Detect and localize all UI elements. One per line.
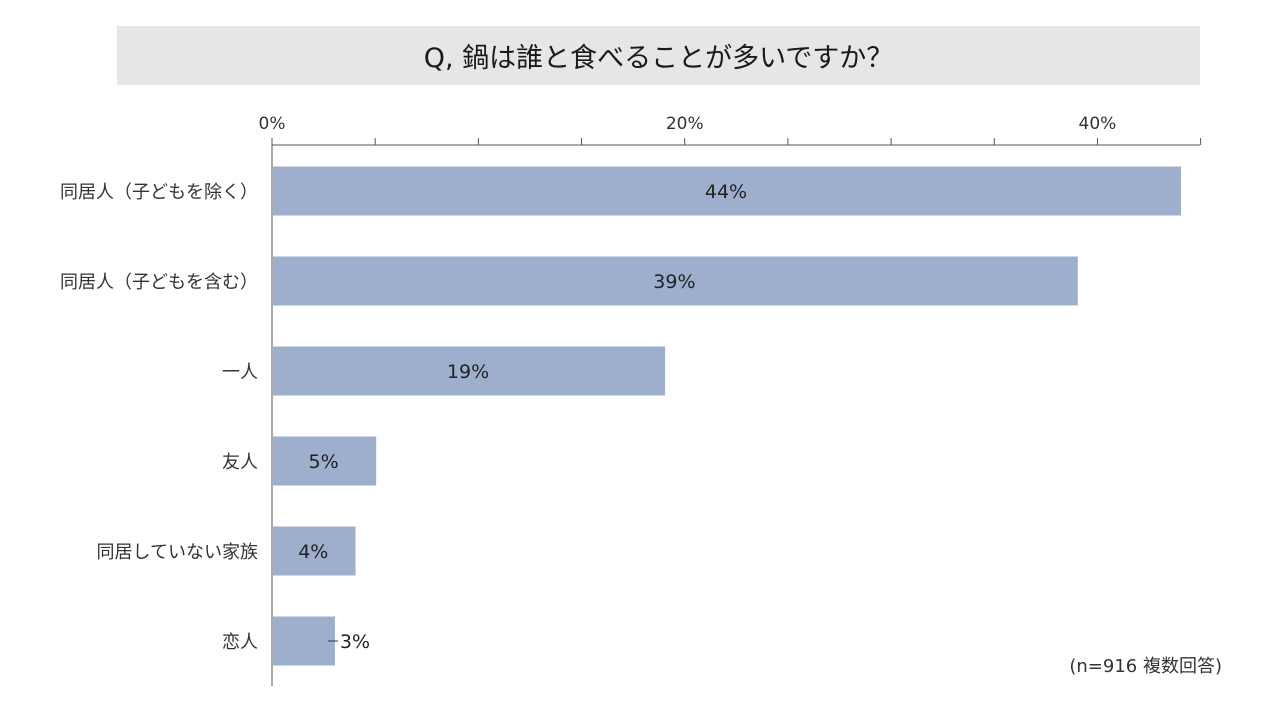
data-label: 19% xyxy=(447,361,489,383)
category-label: 同居人（子どもを除く） xyxy=(60,182,258,203)
data-label: 44% xyxy=(705,181,747,203)
bar xyxy=(273,346,666,396)
data-label: 4% xyxy=(298,541,328,563)
category-label: 同居していない家族 xyxy=(97,542,258,563)
data-label: 39% xyxy=(653,271,695,293)
data-label: 3% xyxy=(340,631,370,653)
category-label: 友人 xyxy=(222,452,258,473)
bar xyxy=(273,256,1078,306)
data-label: 5% xyxy=(309,451,339,473)
x-tick-label: 40% xyxy=(1079,114,1117,134)
category-label: 恋人 xyxy=(222,631,258,653)
chart-title: Q, 鍋は誰と食べることが多いですか？ xyxy=(423,43,894,74)
bar xyxy=(273,526,356,576)
category-label: 一人 xyxy=(222,362,258,383)
x-tick-label: 20% xyxy=(666,114,704,134)
chart-title-bar: Q, 鍋は誰と食べることが多いですか？ xyxy=(117,26,1200,85)
bar xyxy=(273,616,335,666)
category-label: 同居人（子どもを含む） xyxy=(60,272,258,293)
bar xyxy=(273,166,1181,216)
bar xyxy=(273,436,377,486)
x-tick-label: 0% xyxy=(259,114,286,134)
sample-size-footnote: (n=916 複数回答) xyxy=(1069,656,1222,677)
